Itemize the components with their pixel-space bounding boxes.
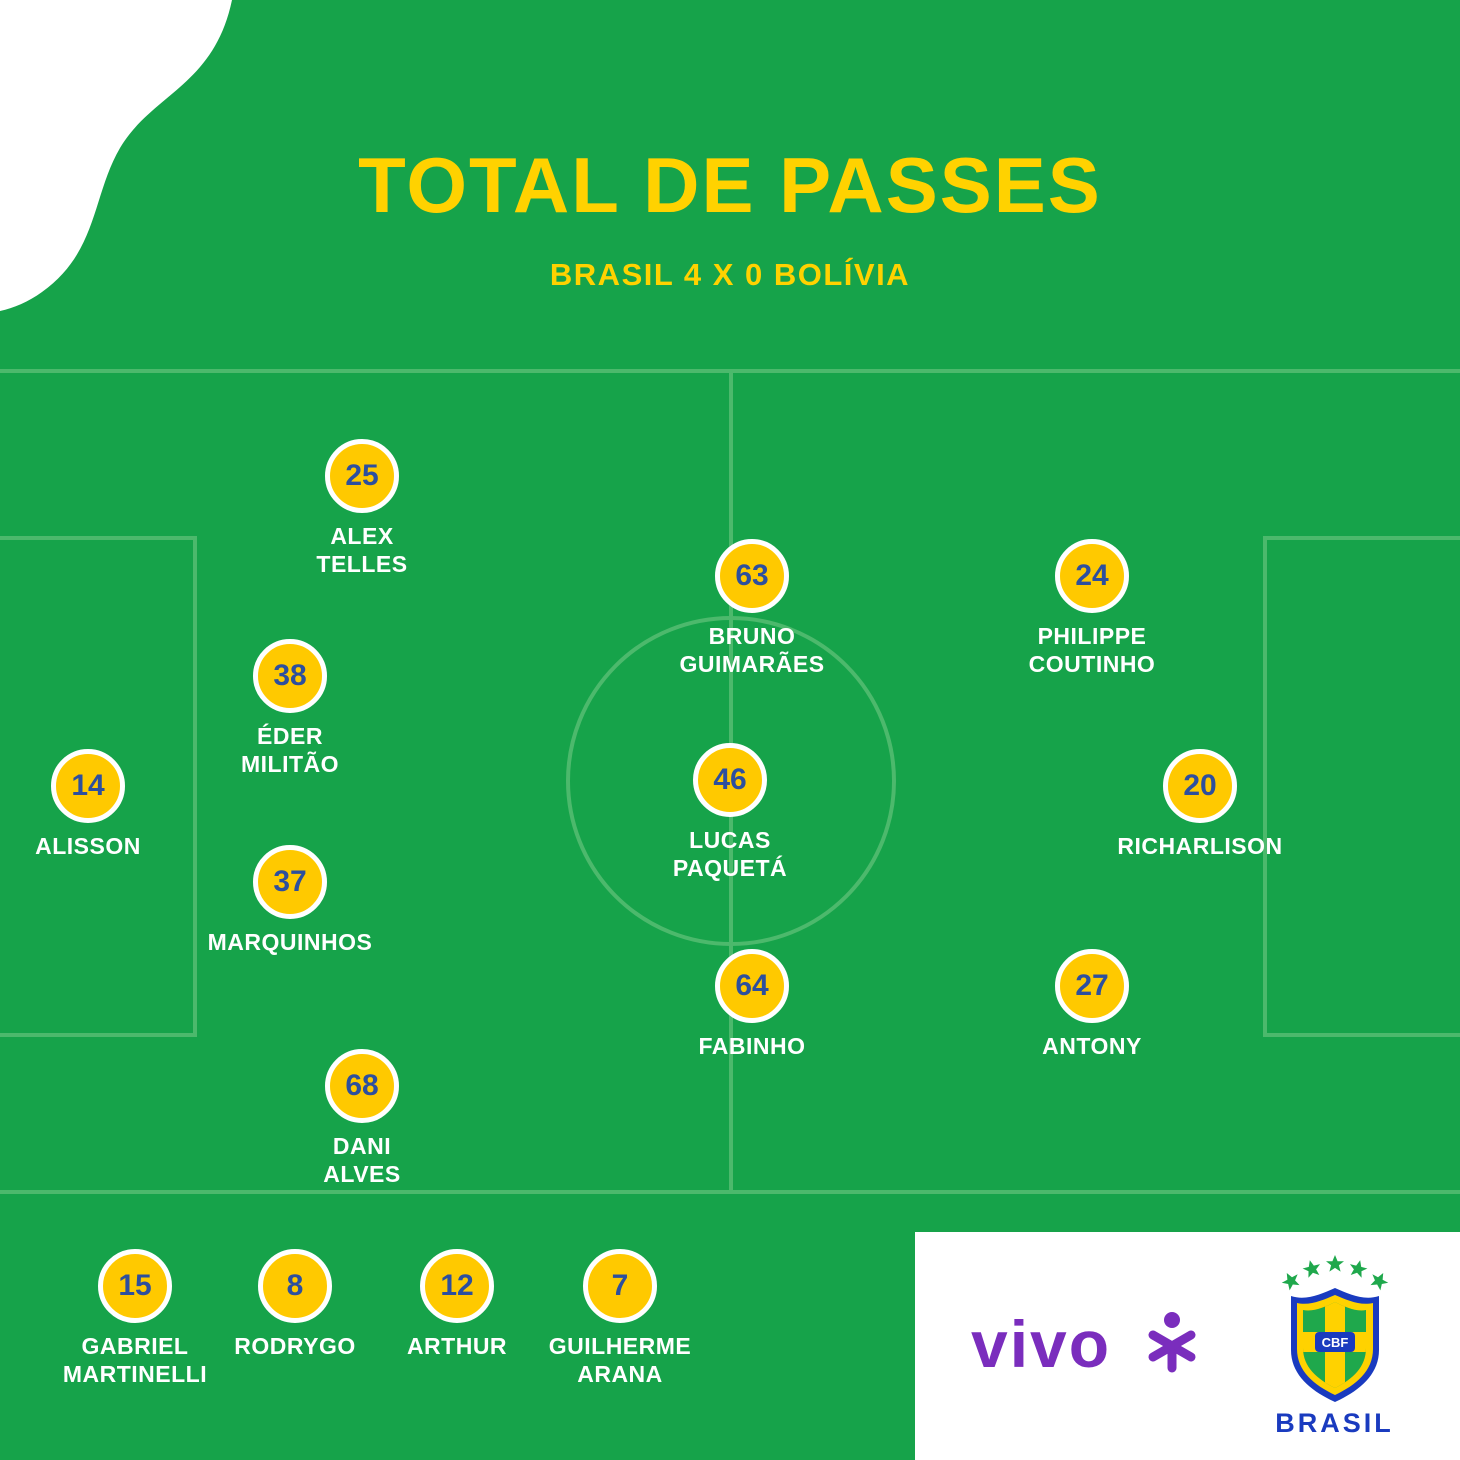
player-name: FABINHO	[698, 1033, 806, 1059]
pass-count: 12	[440, 1269, 474, 1302]
pass-count-badge: 15	[98, 1249, 172, 1323]
pass-count: 24	[1075, 559, 1109, 592]
player-name: RODRYGO	[234, 1333, 356, 1359]
pass-count-badge: 68	[325, 1049, 399, 1123]
starting-player: 14 ALISSON	[0, 749, 238, 860]
player-name: PHILIPPE COUTINHO	[1028, 623, 1156, 678]
pass-count: 25	[345, 459, 379, 492]
pass-count-badge: 12	[420, 1249, 494, 1323]
pass-count-badge: 37	[253, 845, 327, 919]
pass-count: 27	[1075, 969, 1109, 1002]
sponsor-box: vivo	[915, 1232, 1460, 1460]
starting-player: 68 DANI ALVES	[212, 1049, 512, 1188]
player-name: RICHARLISON	[1117, 833, 1283, 859]
pass-count: 14	[71, 769, 105, 802]
header: TOTAL DE PASSES BRASIL 4 X 0 BOLÍVIA	[0, 0, 1460, 293]
starting-player: 38 ÉDER MILITÃO	[140, 639, 440, 778]
pass-count-badge: 20	[1163, 749, 1237, 823]
vivo-person-icon	[1148, 1330, 1195, 1373]
player-name: ANTONY	[1042, 1033, 1142, 1059]
starting-player: 20 RICHARLISON	[1050, 749, 1350, 860]
pass-count-badge: 8	[258, 1249, 332, 1323]
bench-player: 7 GUILHERME ARANA	[470, 1249, 770, 1388]
bench-player: 12 ARTHUR	[307, 1249, 607, 1360]
pass-count-badge: 64	[715, 949, 789, 1023]
pass-count-badge: 63	[715, 539, 789, 613]
pitch-right-box	[1263, 536, 1460, 1037]
player-name: DANI ALVES	[323, 1133, 401, 1188]
pass-count: 8	[286, 1269, 304, 1302]
bench-player: 15 GABRIEL MARTINELLI	[0, 1249, 285, 1388]
page-title: TOTAL DE PASSES	[358, 141, 1102, 229]
pass-count: 64	[735, 969, 769, 1002]
player-name: LUCAS PAQUETÁ	[672, 827, 788, 882]
cbf-crest: CBF BRASIL	[1265, 1254, 1405, 1439]
starting-player: 25 ALEX TELLES	[212, 439, 512, 578]
pass-count-badge: 24	[1055, 539, 1129, 613]
starting-player: 27 ANTONY	[942, 949, 1242, 1060]
player-name: ALISSON	[35, 833, 141, 859]
player-name: BRUNO GUIMARÃES	[679, 623, 825, 678]
vivo-person-head	[1163, 1312, 1180, 1328]
vivo-logo: vivo	[971, 1307, 1195, 1381]
cbf-badge-icon: CBF	[1278, 1254, 1391, 1402]
player-name: GABRIEL MARTINELLI	[62, 1333, 208, 1388]
pass-count: 20	[1183, 769, 1217, 802]
player-name: ÉDER MILITÃO	[240, 723, 340, 778]
pass-count-badge: 25	[325, 439, 399, 513]
pass-count-badge: 46	[693, 743, 767, 817]
starting-player: 37 MARQUINHOS	[140, 845, 440, 956]
starting-player: 64 FABINHO	[602, 949, 902, 1060]
starting-player: 46 LUCAS PAQUETÁ	[580, 743, 880, 882]
pass-count: 7	[611, 1269, 629, 1302]
player-name: ALEX TELLES	[316, 523, 408, 578]
pass-count: 63	[735, 559, 769, 592]
pass-count-badge: 38	[253, 639, 327, 713]
pass-count: 37	[273, 865, 307, 898]
player-name: GUILHERME ARANA	[548, 1333, 692, 1388]
pitch-left-box	[0, 536, 197, 1037]
bench-player: 8 RODRYGO	[145, 1249, 445, 1360]
vivo-wordmark: vivo	[971, 1307, 1111, 1381]
pass-count: 68	[345, 1069, 379, 1102]
player-name: MARQUINHOS	[207, 929, 373, 955]
pass-count-badge: 14	[51, 749, 125, 823]
cbf-brasil-label: BRASIL	[1275, 1407, 1394, 1438]
match-score: BRASIL 4 X 0 BOLÍVIA	[549, 257, 911, 292]
pass-count: 46	[713, 763, 747, 796]
cbf-letters: CBF	[1321, 1335, 1348, 1350]
cbf-stars-icon	[1278, 1254, 1391, 1292]
starting-player: 24 PHILIPPE COUTINHO	[942, 539, 1242, 678]
corner-swoosh	[0, 0, 232, 311]
starting-player: 63 BRUNO GUIMARÃES	[602, 539, 902, 678]
pass-count: 15	[118, 1269, 152, 1302]
pitch-center-circle	[566, 616, 896, 946]
pass-count-badge: 7	[583, 1249, 657, 1323]
player-name: ARTHUR	[406, 1333, 508, 1359]
cbf-center-band	[1314, 1331, 1355, 1352]
pass-count: 38	[273, 659, 307, 692]
pass-count-badge: 27	[1055, 949, 1129, 1023]
